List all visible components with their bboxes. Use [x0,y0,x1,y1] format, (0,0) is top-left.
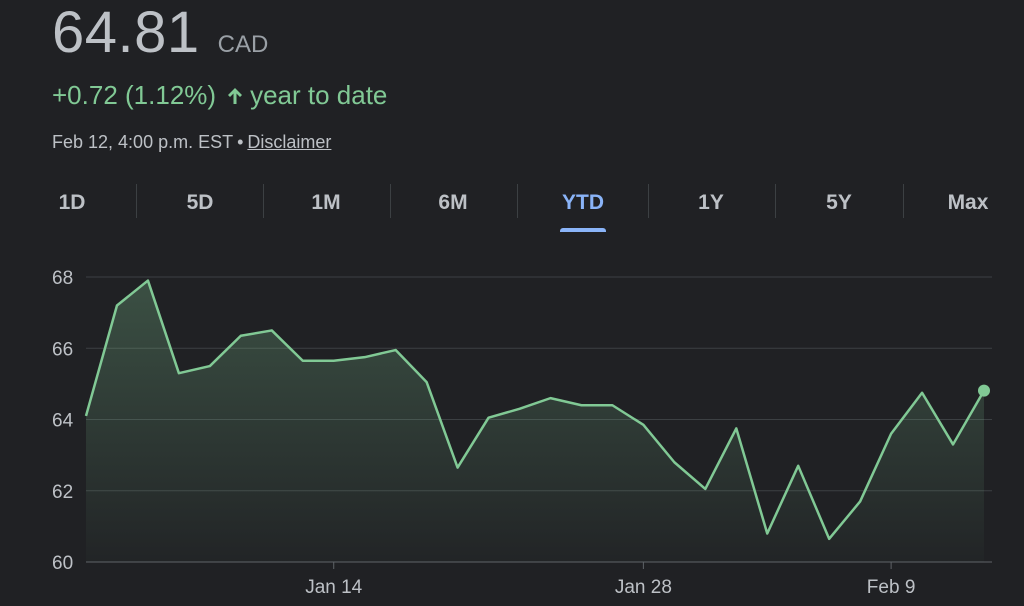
data-point [857,498,863,504]
data-point [517,406,523,412]
active-tab-indicator [560,228,606,232]
data-point [114,303,120,309]
data-point [455,465,461,471]
tab-separator [263,184,264,218]
change-label: year to date [250,80,388,110]
data-point [547,395,553,401]
y-tick-label: 68 [52,268,73,289]
tab-6m[interactable]: 6M [403,178,503,228]
timestamp: Feb 12, 4:00 p.m. EST [52,132,234,152]
meta-row: Feb 12, 4:00 p.m. EST • Disclaimer [52,132,331,153]
data-point [888,431,894,437]
tab-label: 1M [311,191,341,214]
data-point [362,354,368,360]
data-point [207,363,213,369]
data-point [300,358,306,364]
tab-label: YTD [562,191,604,214]
data-point [764,531,770,537]
tab-separator [517,184,518,218]
data-point [919,390,925,396]
tab-label: 5Y [826,191,852,214]
y-tick-label: 60 [52,553,73,574]
tab-1m[interactable]: 1M [276,178,376,228]
data-point [609,402,615,408]
last-price-marker [978,384,990,397]
tab-separator [903,184,904,218]
tab-max[interactable]: Max [918,178,1018,228]
data-point [424,379,430,385]
data-point [950,441,956,447]
data-point [269,327,275,333]
data-point [671,459,677,465]
tab-1y[interactable]: 1Y [661,178,761,228]
y-tick-label: 62 [52,482,73,503]
data-point [393,347,399,353]
tab-ytd[interactable]: YTD [533,178,633,232]
separator-dot: • [237,132,244,152]
x-tick-label: Jan 28 [615,577,672,598]
tab-label: Max [947,191,989,214]
data-point [640,422,646,428]
change-row: +0.72 (1.12%) year to date [52,80,387,111]
x-tick-label: Feb 9 [867,577,916,598]
data-point [238,333,244,339]
data-point [486,415,492,421]
x-tick-label: Jan 14 [305,577,362,598]
data-point [145,278,151,284]
price-value: 64.81 [52,0,200,65]
data-point [733,425,739,431]
range-tabs: 1D 5D 1M 6M YTD 1Y 5Y Max [0,178,1024,234]
price-area [86,280,984,562]
tab-5y[interactable]: 5Y [789,178,889,228]
tab-label: 6M [438,191,468,214]
y-tick-label: 66 [52,339,73,360]
tab-separator [136,184,137,218]
tab-separator [775,184,776,218]
change-value: +0.72 (1.12%) [52,80,217,110]
tab-separator [648,184,649,218]
data-point [795,463,801,469]
price-row: 64.81 CAD [52,0,268,66]
data-point [331,358,337,364]
data-point [83,413,89,419]
tab-label: 1D [58,191,86,214]
price-currency: CAD [217,31,269,58]
data-point [826,536,832,542]
tab-label: 5D [186,191,214,214]
data-point [702,486,708,492]
price-line [84,279,986,541]
y-tick-label: 64 [52,411,74,432]
tab-1d[interactable]: 1D [22,178,122,228]
tab-5d[interactable]: 5D [150,178,250,228]
data-point [176,370,182,376]
tab-separator [390,184,391,218]
disclaimer-link[interactable]: Disclaimer [247,132,332,152]
data-point [578,402,584,408]
arrow-up-icon [226,86,244,106]
tab-label: 1Y [698,191,724,214]
